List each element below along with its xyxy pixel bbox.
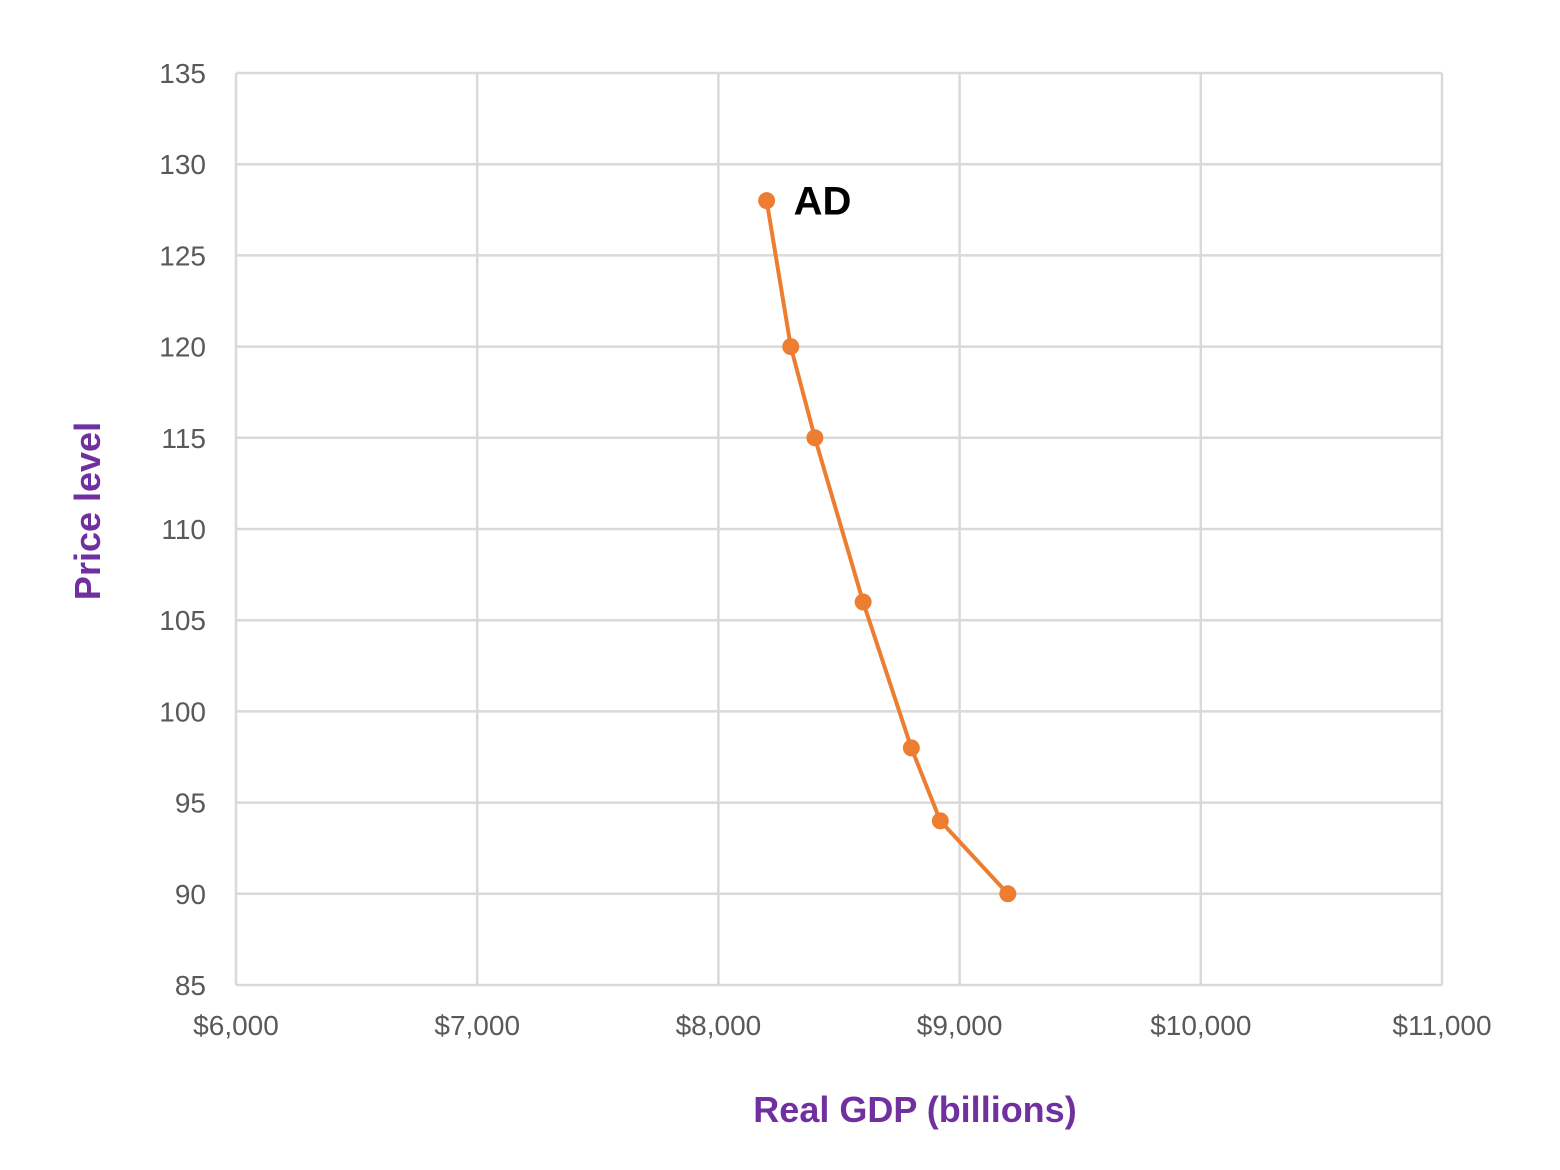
x-tick-label: $9,000: [917, 1010, 1003, 1041]
x-tick-label: $11,000: [1392, 1010, 1491, 1041]
series-label: AD: [794, 180, 852, 224]
data-point: [782, 338, 800, 356]
data-point: [902, 739, 920, 757]
y-tick-label: 135: [159, 58, 206, 89]
y-tick-label: 115: [161, 423, 206, 454]
data-point: [758, 192, 776, 210]
y-tick-label: 110: [161, 514, 206, 545]
y-tick-labels: 85 90 95 100 105 110 115 120 125 130 135: [159, 58, 206, 1001]
y-tick-label: 85: [175, 970, 206, 1001]
series-line: [764, 200, 1010, 896]
data-point: [806, 429, 824, 447]
data-point: [931, 812, 949, 830]
y-tick-label: 125: [159, 240, 206, 271]
x-tick-label: $7,000: [434, 1010, 520, 1041]
x-tick-label: $10,000: [1150, 1010, 1251, 1041]
y-tick-label: 120: [159, 332, 206, 363]
series-group: [758, 192, 1017, 903]
y-tick-label: 100: [159, 696, 206, 727]
y-axis-title: Price level: [67, 422, 108, 600]
x-tick-label: $6,000: [193, 1010, 279, 1041]
y-tick-label: 130: [159, 149, 206, 180]
annotations: AD: [794, 180, 852, 224]
data-point: [999, 885, 1017, 903]
x-tick-label: $8,000: [676, 1010, 762, 1041]
y-tick-label: 105: [159, 605, 206, 636]
grid: [234, 71, 1444, 987]
data-point: [854, 593, 872, 611]
y-tick-label: 95: [175, 788, 206, 819]
x-tick-labels: $6,000 $7,000 $8,000 $9,000 $10,000 $11,000: [193, 1010, 1491, 1041]
y-tick-label: 90: [175, 879, 206, 910]
x-axis-title: Real GDP (billions): [753, 1089, 1076, 1130]
